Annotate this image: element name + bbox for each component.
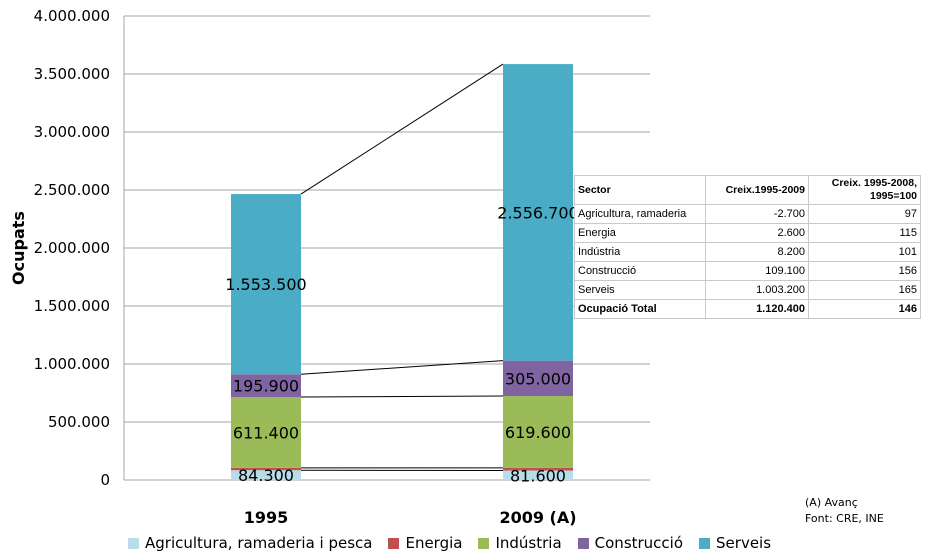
table-cell: Serveis <box>574 280 706 300</box>
bar-segment <box>503 64 573 361</box>
x-category-label: 1995 <box>244 508 289 527</box>
table-cell: 115 <box>808 223 921 243</box>
table-cell: 8.200 <box>705 242 809 262</box>
table-cell: 146 <box>808 299 921 319</box>
data-label: 1.553.500 <box>225 275 306 294</box>
y-tick-label: 4.000.000 <box>34 7 110 25</box>
table-cell: Agricultura, ramaderia <box>574 204 706 224</box>
table-row: Indústria 8.200 101 <box>574 242 921 262</box>
data-label: 84.300 <box>238 466 294 485</box>
y-tick-label: 1.500.000 <box>34 297 110 315</box>
y-tick-label: 2.000.000 <box>34 239 110 257</box>
legend-label: Serveis <box>716 534 772 552</box>
table-cell: 2.600 <box>705 223 809 243</box>
header-sector: Sector <box>574 175 706 205</box>
y-tick-label: 2.500.000 <box>34 181 110 199</box>
table-cell: 156 <box>808 261 921 281</box>
legend-swatch <box>699 537 711 549</box>
y-tick-label: 500.000 <box>48 413 110 431</box>
bar-segment <box>231 396 301 468</box>
bar-segment <box>231 194 301 375</box>
legend-item: Construcció <box>577 534 684 552</box>
y-tick-label: 1.000.000 <box>34 355 110 373</box>
table-cell: 97 <box>808 204 921 224</box>
legend-item: Serveis <box>699 534 771 552</box>
y-tick-label: 3.500.000 <box>34 65 110 83</box>
table-cell: 1.120.400 <box>705 299 809 319</box>
data-label: 2.556.700 <box>497 203 578 222</box>
table-cell: 101 <box>808 242 921 262</box>
table-cell: -2.700 <box>705 204 809 224</box>
legend-label: Agricultura, ramaderia i pesca <box>145 534 373 552</box>
data-label: 619.600 <box>505 423 571 442</box>
bar-segment <box>231 467 301 471</box>
connector-line <box>300 63 504 195</box>
y-tick-label: 0 <box>100 471 110 489</box>
y-axis-label: Ocupats <box>9 211 28 285</box>
legend-item: Indústria <box>478 534 562 552</box>
header-index: Creix. 1995-2008, 1995=100 <box>808 175 921 205</box>
legend-label: Indústria <box>495 534 562 552</box>
bar-segment <box>503 396 573 468</box>
table-row: Agricultura, ramaderia -2.700 97 <box>574 204 921 224</box>
y-axis-ticks: 0 500.000 1.000.000 1.500.000 2.000.000 2.500… <box>34 7 110 489</box>
x-category-label: 2009 (A) <box>499 508 576 527</box>
growth-table: Sector Creix.1995-2009 Creix. 1995-2008,… <box>574 175 921 319</box>
bar-segment <box>503 360 573 397</box>
legend-swatch <box>478 537 490 549</box>
table-cell: Indústria <box>574 242 706 262</box>
legend-swatch <box>128 537 139 549</box>
segment-labels: 84.300 611.400 195.900 1.553.500 81.600 619.6… <box>225 203 578 485</box>
connector-line <box>300 395 504 398</box>
bar-segment <box>503 467 573 471</box>
gridlines <box>123 15 650 481</box>
data-label: 81.600 <box>510 466 566 485</box>
connector-line <box>300 360 504 375</box>
table-row: Serveis 1.003.200 165 <box>574 280 921 300</box>
bars <box>231 64 573 480</box>
table-cell: 165 <box>808 280 921 300</box>
table-cell: Ocupació Total <box>574 299 706 319</box>
legend: Agricultura, ramaderia i pesca Energia I… <box>128 534 787 552</box>
table-header-row: Sector Creix.1995-2009 Creix. 1995-2008,… <box>574 175 921 205</box>
table-cell: Energia <box>574 223 706 243</box>
table-cell: 109.100 <box>705 261 809 281</box>
note-avanc: (A) Avanç <box>805 496 858 509</box>
legend-item: Energia <box>388 534 462 552</box>
legend-label: Energia <box>405 534 463 552</box>
legend-item: Agricultura, ramaderia i pesca <box>128 534 372 552</box>
header-creix: Creix.1995-2009 <box>705 175 809 205</box>
legend-label: Construcció <box>594 534 684 552</box>
bar-segment <box>503 470 573 480</box>
data-label: 611.400 <box>233 423 299 442</box>
legend-swatch <box>577 537 589 549</box>
note-source: Font: CRE, INE <box>805 512 884 525</box>
x-axis-categories: 1995 2009 (A) <box>244 508 577 527</box>
connector-lines <box>300 63 504 472</box>
bar-segment <box>231 374 301 397</box>
bar-segment <box>231 470 301 480</box>
data-label: 195.900 <box>233 377 299 396</box>
legend-swatch <box>388 537 400 549</box>
data-label: 305.000 <box>505 369 571 388</box>
y-tick-label: 3.000.000 <box>34 123 110 141</box>
table-row: Construcció 109.100 156 <box>574 261 921 281</box>
table-cell: Construcció <box>574 261 706 281</box>
table-cell: 1.003.200 <box>705 280 809 300</box>
table-row: Energia 2.600 115 <box>574 223 921 243</box>
table-total-row: Ocupació Total 1.120.400 146 <box>574 299 921 319</box>
